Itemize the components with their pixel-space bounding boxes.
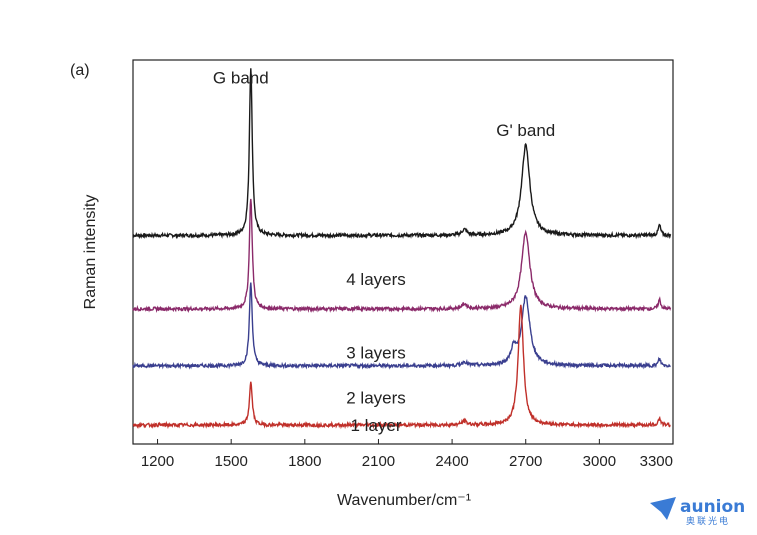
series-line-3 — [132, 282, 671, 370]
watermark-logo: aunion 奥联光电 — [650, 497, 745, 527]
x-tick-label-2: 1500 — [214, 453, 247, 470]
x-tick-label-6: 2700 — [509, 453, 542, 470]
x-tick-label-8: 3300 — [640, 453, 673, 470]
annotation-1: G band — [213, 69, 269, 88]
x-tick-label-1: 1200 — [141, 453, 174, 470]
plot-frame — [132, 59, 674, 445]
panel-label: (a) — [70, 62, 90, 79]
x-tick-label-3: 1800 — [288, 453, 321, 470]
x-tick-label-4: 2100 — [362, 453, 395, 470]
series-layer — [132, 68, 672, 430]
series-labels: 4 layers 3 layers 2 layers 1 layer — [346, 270, 406, 435]
paper-plane-icon — [650, 497, 676, 520]
series-label-1: 4 layers — [346, 270, 406, 289]
annotation-2: G' band — [496, 121, 555, 140]
x-axis: 1200 1500 1800 2100 2400 2700 3000 3300 — [141, 439, 674, 470]
series-label-4: 1 layer — [350, 416, 401, 435]
x-tick-label-7: 3000 — [583, 453, 616, 470]
x-axis-title: Wavenumber/cm⁻¹ — [337, 492, 471, 509]
watermark-subtitle: 奥联光电 — [686, 515, 730, 527]
watermark-name: aunion — [680, 497, 745, 517]
series-line-2 — [132, 198, 672, 314]
y-axis-title: Raman intensity — [82, 195, 99, 310]
series-label-2: 3 layers — [346, 344, 406, 363]
series-line-1 — [132, 68, 672, 240]
series-line-4 — [132, 304, 671, 430]
series-label-3: 2 layers — [346, 389, 406, 408]
annotations: G band G' band — [213, 69, 555, 140]
x-tick-label-5: 2400 — [435, 453, 468, 470]
